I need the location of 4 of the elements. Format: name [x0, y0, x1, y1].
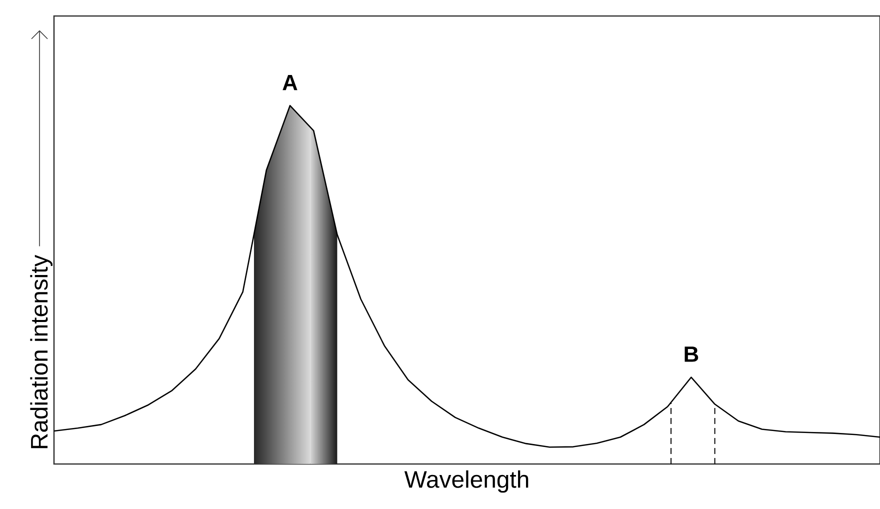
annotation: A [282, 74, 298, 90]
x-axis-title: Wavelength [404, 470, 528, 493]
y-axis-title: Radiation intensity [30, 254, 52, 448]
annotation: B [684, 346, 698, 362]
